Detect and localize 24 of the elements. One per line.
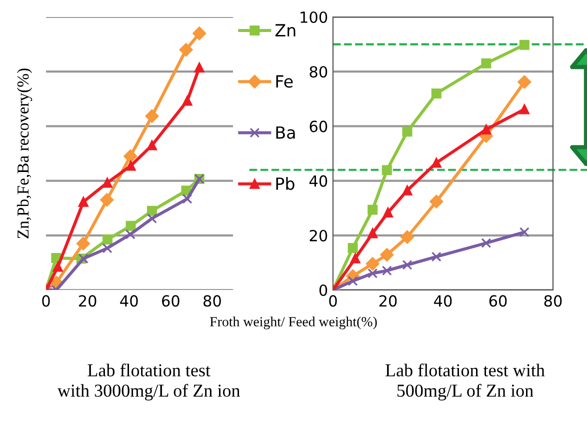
legend-label: Fe: [276, 75, 293, 88]
x-tick-label: 40: [120, 295, 138, 307]
x-tick-label: 80: [204, 295, 221, 307]
y-tick-label: 80: [310, 66, 328, 78]
x-tick-label: 20: [379, 295, 397, 307]
text: Lab flotation test with 3000mg/L of Zn ion: [57, 364, 240, 401]
y-axis-title: Zn,Pb,Fe,Ba recovery(%): [16, 68, 32, 238]
y-tick-label: 0: [319, 284, 328, 296]
y-tick-label: 60: [310, 120, 328, 132]
y-tick-label: 20: [310, 230, 328, 242]
x-tick-label: 80: [544, 295, 562, 307]
x-tick-label: 60: [489, 295, 507, 307]
x-tick-label: 60: [162, 295, 180, 307]
legend-label: Zn: [275, 24, 296, 36]
x-tick-label: 0: [329, 295, 337, 307]
y-tick-label: 40: [309, 175, 328, 187]
x-tick-label: 40: [434, 295, 452, 307]
legend-label: Pb: [276, 177, 294, 190]
x-tick-label: 20: [78, 295, 96, 307]
y-tick-label: 100: [300, 11, 328, 24]
x-axis-title: Froth weight/ Feed weight(%): [210, 316, 377, 330]
x-tick-label: 0: [42, 295, 50, 307]
legend-label: Ba: [276, 126, 295, 139]
text: Lab flotation test with 500mg/L of Zn ion: [386, 364, 545, 401]
